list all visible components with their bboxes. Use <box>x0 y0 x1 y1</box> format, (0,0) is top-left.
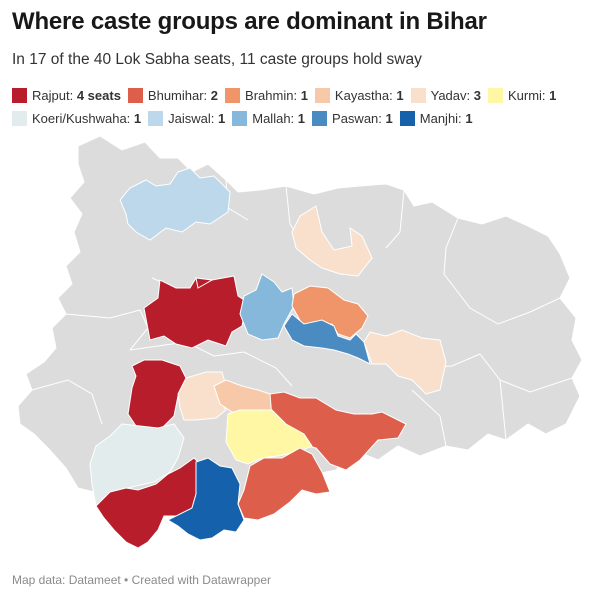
border-line <box>499 379 507 441</box>
legend-value: 2 <box>210 88 219 103</box>
legend: Rajput: 4 seats Bhumihar: 2 Brahmin: 1 Kaya… <box>12 84 590 130</box>
legend-swatch <box>487 88 503 103</box>
legend-value: 1 <box>218 111 226 126</box>
legend-item: Rajput: 4 seats <box>12 84 121 107</box>
legend-value: 1 <box>465 111 473 126</box>
region-yadav-north <box>291 205 373 277</box>
legend-label: Rajput: <box>32 88 74 103</box>
legend-swatch <box>148 111 164 126</box>
legend-item: Kayastha: 1 <box>314 84 404 107</box>
legend-item: Paswan: 1 <box>312 107 393 130</box>
legend-value: 1 <box>396 88 404 103</box>
region-mallah <box>239 273 295 341</box>
legend-item: Brahmin: 1 <box>225 84 308 107</box>
legend-swatch <box>232 111 248 126</box>
border-line <box>129 341 245 357</box>
legend-item: Koeri/Kushwaha: 1 <box>12 107 141 130</box>
legend-value: 1 <box>133 111 142 126</box>
legend-label: Jaiswal: <box>168 111 215 126</box>
legend-label: Koeri/Kushwaha: <box>32 111 131 126</box>
region-yadav-east <box>363 329 447 395</box>
border-line <box>243 351 293 387</box>
legend-item: Kurmi: 1 <box>487 84 557 107</box>
region-jaiswal <box>119 167 231 241</box>
border-line <box>443 273 561 325</box>
border-line <box>411 389 447 447</box>
legend-value: 1 <box>297 111 306 126</box>
legend-value: 1 <box>300 88 308 103</box>
legend-swatch <box>314 88 330 103</box>
region-rajput-center <box>195 277 214 289</box>
chart-footer: Map data: Datameet • Created with Datawr… <box>12 573 271 587</box>
legend-item: Manjhi: 1 <box>399 107 473 130</box>
border-line <box>385 189 405 249</box>
legend-swatch <box>127 88 143 103</box>
legend-value: 4 seats <box>76 88 121 103</box>
legend-swatch <box>12 111 27 126</box>
legend-item: Mallah: 1 <box>232 107 305 130</box>
region-kurmi <box>225 409 313 465</box>
legend-label: Brahmin: <box>245 88 298 103</box>
region-manjhi <box>166 457 245 541</box>
legend-swatch <box>12 88 27 103</box>
legend-label: Mallah: <box>252 111 295 126</box>
legend-label: Yadav: <box>430 88 471 103</box>
chart-title: Where caste groups are dominant in Bihar <box>12 8 487 35</box>
border-line <box>65 309 149 351</box>
caste-constituencies <box>89 167 447 549</box>
legend-item: Bhumihar: 2 <box>127 84 219 107</box>
legend-label: Kurmi: <box>507 88 546 103</box>
legend-swatch <box>399 111 415 126</box>
legend-item: Jaiswal: 1 <box>148 107 225 130</box>
region-koeri-kushwaha <box>89 423 185 507</box>
legend-label: Manjhi: <box>419 111 462 126</box>
border-line <box>443 217 459 275</box>
legend-label: Paswan: <box>332 111 382 126</box>
legend-value: 3 <box>473 88 481 103</box>
bihar-constituency-map <box>17 135 583 549</box>
chart-subtitle: In 17 of the 40 Lok Sabha seats, 11 cast… <box>12 51 422 68</box>
legend-item: Yadav: 3 <box>410 84 481 107</box>
legend-value: 1 <box>385 111 393 126</box>
legend-label: Kayastha: <box>334 88 393 103</box>
legend-swatch <box>312 111 328 126</box>
border-line <box>31 379 103 425</box>
legend-swatch <box>410 88 426 103</box>
legend-label: Bhumihar: <box>147 88 208 103</box>
border-line <box>479 353 573 393</box>
legend-value: 1 <box>549 88 557 103</box>
legend-swatch <box>225 88 241 103</box>
